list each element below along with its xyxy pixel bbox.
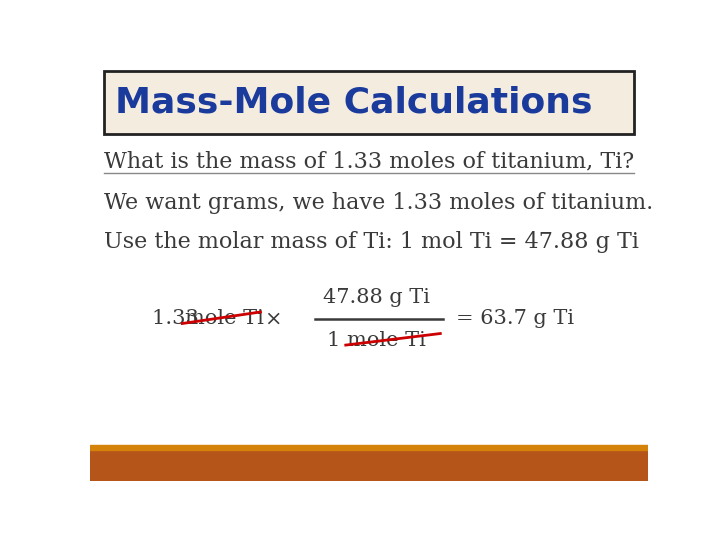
Text: We want grams, we have 1.33 moles of titanium.: We want grams, we have 1.33 moles of tit… [104,192,653,214]
Text: What is the mass of 1.33 moles of titanium, Ti?: What is the mass of 1.33 moles of titani… [104,150,634,172]
Bar [90,445,648,450]
Text: mole Ti: mole Ti [184,309,264,328]
Text: = 63.7 g Ti: = 63.7 g Ti [456,309,574,328]
FancyBboxPatch shape [104,71,634,134]
Text: 1.33: 1.33 [152,309,205,328]
Text: Use the molar mass of Ti: 1 mol Ti = 47.88 g Ti: Use the molar mass of Ti: 1 mol Ti = 47.… [104,231,639,253]
Text: 47.88 g Ti: 47.88 g Ti [323,288,431,307]
Bar [90,448,648,481]
Text: ×: × [264,309,282,328]
Text: 1 mole Ti: 1 mole Ti [328,331,426,350]
Text: Mass-Mole Calculations: Mass-Mole Calculations [114,85,593,119]
